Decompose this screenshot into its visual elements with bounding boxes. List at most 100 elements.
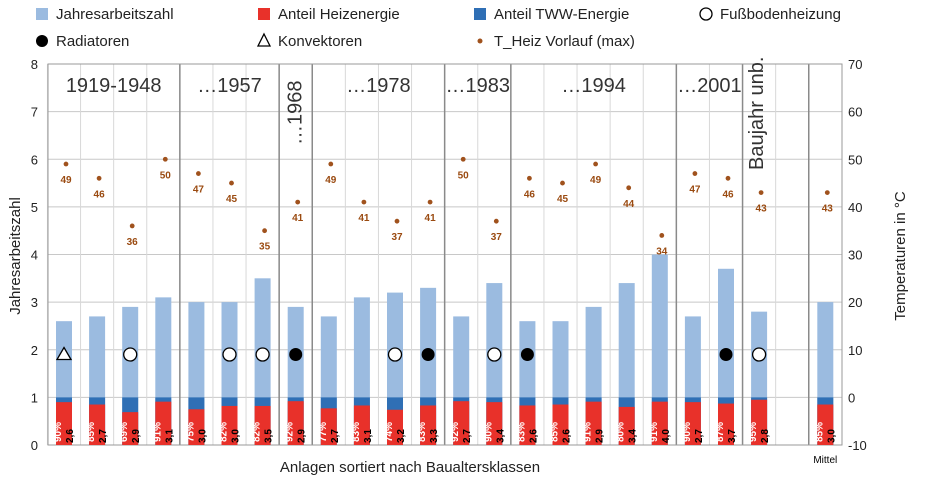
temp-point xyxy=(262,228,267,234)
temp-point xyxy=(394,218,400,224)
jaz-value-label: 2,7 xyxy=(694,429,705,443)
bar-heiz xyxy=(519,405,536,445)
bar-heiz xyxy=(486,402,503,445)
jaz-value-label: 3,0 xyxy=(231,429,242,443)
temp-label: 36 xyxy=(127,237,139,248)
bar-heiz xyxy=(188,409,205,445)
y-tick-label: 1 xyxy=(31,390,38,405)
era-label: …1968 xyxy=(285,81,307,146)
bar-heiz xyxy=(320,408,337,445)
temp-label: 43 xyxy=(756,204,768,215)
temp-label: 47 xyxy=(193,185,205,196)
jaz-value-label: 3,1 xyxy=(164,429,175,443)
jaz-value-label: 3,0 xyxy=(826,429,837,443)
bar-heiz xyxy=(618,406,635,445)
legend-label: Konvektoren xyxy=(278,33,362,50)
temp-label: 41 xyxy=(425,213,437,224)
temp-label: 43 xyxy=(822,204,834,215)
y2-tick-label: -10 xyxy=(848,438,867,453)
jaz-value-label: 2,6 xyxy=(562,429,573,443)
marker-radiatoren xyxy=(421,348,435,362)
y2-tick-label: 60 xyxy=(848,105,862,120)
heiz-percent-label: 91% xyxy=(152,422,163,442)
y-tick-label: 2 xyxy=(31,343,38,358)
bar-heiz xyxy=(122,412,139,445)
era-label: 1919-1948 xyxy=(66,75,162,97)
jaz-value-label: 3,5 xyxy=(264,429,275,443)
heiz-percent-label: 87% xyxy=(715,422,726,442)
heiz-percent-label: 92% xyxy=(450,422,461,442)
temp-label: 37 xyxy=(391,232,403,243)
temp-point xyxy=(361,199,367,205)
y-tick-label: 4 xyxy=(31,248,38,263)
marker-fussbodenheizung xyxy=(387,347,403,362)
y-axis-title: Jahresarbeitszahl xyxy=(7,197,24,315)
legend-swatch xyxy=(477,38,483,44)
heiz-percent-label: 90% xyxy=(483,422,494,442)
temp-point xyxy=(196,171,201,176)
marker-radiatoren xyxy=(719,348,733,362)
legend-label: Fußbodenheizung xyxy=(720,6,841,23)
legend-swatch xyxy=(256,32,272,47)
temp-point xyxy=(129,223,135,229)
plot-frame xyxy=(47,63,843,446)
temp-point xyxy=(692,171,698,176)
y-tick-label: 3 xyxy=(31,295,38,310)
jaz-value-label: 2,6 xyxy=(65,429,76,443)
bar-heiz xyxy=(155,401,172,445)
temp-point xyxy=(96,175,102,181)
temp-label: 44 xyxy=(623,199,635,210)
bar-heiz xyxy=(287,401,304,445)
y-tick-label: 0 xyxy=(31,438,38,453)
jaz-value-label: 3,4 xyxy=(628,429,639,443)
temp-point xyxy=(626,185,632,191)
bar-heiz xyxy=(585,401,602,445)
jaz-value-label: 2,9 xyxy=(297,429,308,443)
heiz-percent-label: 77% xyxy=(318,422,329,442)
bar-heiz xyxy=(552,404,569,445)
temp-point xyxy=(593,161,598,167)
heiz-percent-label: 69% xyxy=(119,422,130,442)
temp-point xyxy=(527,175,532,181)
y2-tick-label: 0 xyxy=(848,390,855,405)
marker-radiatoren xyxy=(520,348,534,362)
heiz-percent-label: 92% xyxy=(285,422,296,442)
heiz-percent-label: 74% xyxy=(384,422,395,442)
legend-label: Radiatoren xyxy=(56,33,129,50)
jaz-value-label: 3,3 xyxy=(429,429,440,443)
bar-heiz xyxy=(420,405,437,445)
marker-fussbodenheizung xyxy=(123,347,138,362)
temp-label: 46 xyxy=(94,189,106,200)
marker-fussbodenheizung xyxy=(751,347,767,362)
heiz-percent-label: 91% xyxy=(649,422,660,442)
y-tick-label: 5 xyxy=(31,200,38,215)
heiz-percent-label: 85% xyxy=(550,422,561,442)
temp-point xyxy=(725,175,731,181)
temp-label: 34 xyxy=(656,246,668,257)
heiz-percent-label: 75% xyxy=(185,422,196,442)
y2-tick-label: 50 xyxy=(848,152,862,167)
y-tick-label: 7 xyxy=(31,105,38,120)
temp-point xyxy=(295,199,301,205)
jaz-value-label: 3,7 xyxy=(727,429,738,443)
y2-tick-label: 70 xyxy=(848,57,862,72)
legend-swatch xyxy=(474,8,486,20)
y-tick-label: 6 xyxy=(31,152,38,167)
heiz-percent-label: 83% xyxy=(417,422,428,442)
temp-label: 35 xyxy=(259,242,271,253)
bar-heiz xyxy=(651,401,668,445)
heiz-percent-label: 90% xyxy=(682,422,693,442)
legend-label: Jahresarbeitszahl xyxy=(56,6,174,23)
era-label: …1978 xyxy=(346,75,411,97)
y2-tick-label: 20 xyxy=(848,295,862,310)
temp-point xyxy=(460,156,466,162)
jaz-value-label: 2,6 xyxy=(528,429,539,443)
legend-swatch xyxy=(699,7,713,21)
heiz-percent-label: 85% xyxy=(86,422,97,442)
temp-label: 47 xyxy=(689,185,701,196)
bar-heiz xyxy=(254,405,271,445)
marker-fussbodenheizung xyxy=(255,347,270,362)
era-label: …1994 xyxy=(561,75,626,97)
temp-point xyxy=(493,218,499,224)
